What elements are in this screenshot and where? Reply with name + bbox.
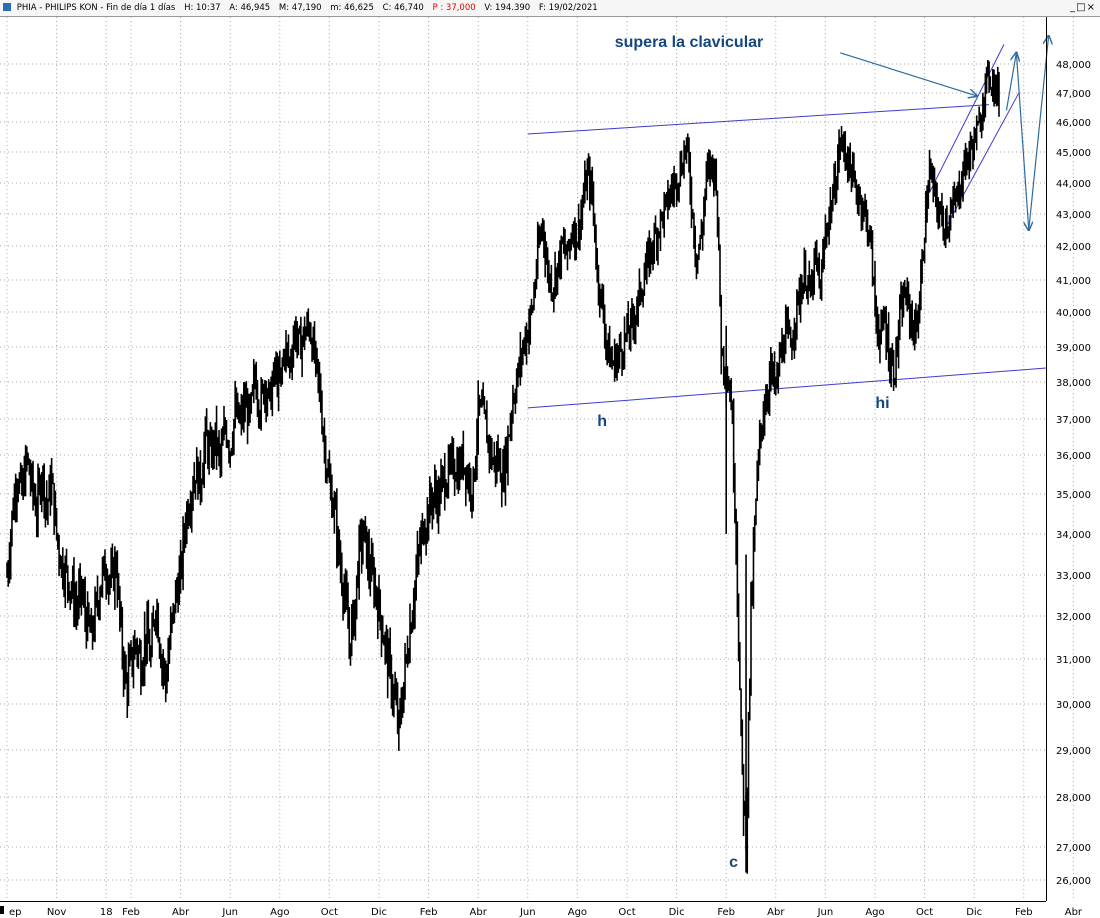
annotation-arrows: [840, 36, 1048, 230]
x-tick-label: Feb: [420, 907, 438, 918]
y-tick-label: 26,000: [1056, 876, 1091, 887]
chart-annotation: supera la clavicular: [615, 34, 764, 51]
max-value: M: 47,190: [278, 3, 322, 13]
y-tick-label: 44,000: [1056, 179, 1091, 190]
y-tick-label: 34,000: [1056, 530, 1091, 541]
chart-title-bar: PHIA - PHILIPS KON - Fin de día 1 días H…: [0, 0, 1100, 17]
y-tick-label: 48,000: [1056, 60, 1091, 71]
y-tick-label: 43,000: [1056, 210, 1091, 221]
p-value: P : 37,000: [432, 3, 476, 13]
y-tick-label: 45,000: [1056, 148, 1091, 159]
annotation-arrow: [1005, 53, 1016, 111]
y-tick-label: 32,000: [1056, 612, 1091, 623]
y-tick-label: 40,000: [1056, 308, 1091, 319]
y-tick-label: 28,000: [1056, 793, 1091, 804]
y-tick-label: 42,000: [1056, 242, 1091, 253]
price-chart[interactable]: supera la clavicular h c hi 26,000 27,000 28,…: [0, 17, 1100, 918]
chart-annotation: c: [729, 854, 738, 871]
x-tick-label: Dic: [371, 907, 387, 918]
close-value: C: 46,740: [382, 3, 424, 13]
y-tick-label: 46,000: [1056, 118, 1091, 129]
min-value: m: 46,625: [330, 3, 374, 13]
instrument-name: PHIA - PHILIPS KON - Fin de día 1 días: [16, 3, 176, 13]
y-tick-label: 29,000: [1056, 746, 1091, 757]
x-tick-label: Abr: [1065, 907, 1083, 918]
y-tick-label: 41,000: [1056, 276, 1091, 287]
x-tick-label: Jun: [519, 907, 536, 918]
y-tick-label: 35,000: [1056, 490, 1091, 501]
scroll-marker-icon[interactable]: [0, 906, 4, 914]
x-tick-label: Feb: [122, 907, 140, 918]
y-tick-label: 38,000: [1056, 378, 1091, 389]
trend-line: [527, 104, 990, 135]
trendlines: [527, 44, 1047, 409]
time-value: H: 10:37: [184, 3, 221, 13]
x-tick-label: Feb: [1015, 907, 1033, 918]
x-tick-label: ep: [9, 907, 22, 918]
x-tick-label: Abr: [172, 907, 190, 918]
window-controls-button[interactable]: _□×: [1070, 2, 1096, 13]
symbol-color-icon: [3, 3, 11, 11]
x-tick-label: Nov: [47, 907, 67, 918]
chart-annotation: h: [597, 413, 607, 430]
y-tick-label: 30,000: [1056, 700, 1091, 711]
annotation-arrow: [840, 52, 976, 96]
annotation-arrow: [1028, 36, 1049, 231]
y-tick-label: 31,000: [1056, 655, 1091, 666]
x-tick-label: Abr: [470, 907, 488, 918]
x-tick-label: Feb: [717, 907, 735, 918]
x-tick-label: Dic: [966, 907, 982, 918]
x-tick-label: Oct: [618, 907, 635, 918]
y-tick-label: 36,000: [1056, 451, 1091, 462]
y-axis: 26,000 27,000 28,000 29,000 30,000 31,000 32,0…: [1046, 17, 1091, 901]
y-tick-label: 47,000: [1056, 89, 1091, 100]
y-tick-label: 37,000: [1056, 415, 1091, 426]
chart-grid: [0, 17, 1074, 901]
x-axis: ep Nov 18 Feb Abr Jun Ago Oct Dic Feb Abr Jun Ago Oct…: [0, 901, 1083, 918]
x-tick-label: Jun: [221, 907, 238, 918]
trend-line: [944, 92, 1020, 231]
chart-annotation: hi: [875, 395, 889, 412]
x-tick-label: Oct: [321, 907, 338, 918]
x-tick-label: 18: [100, 907, 113, 918]
price-series: [6, 59, 1000, 874]
open-value: A: 46,945: [229, 3, 271, 13]
x-tick-label: Jun: [817, 907, 834, 918]
date-value: F: 19/02/2021: [538, 3, 598, 13]
x-tick-label: Oct: [916, 907, 933, 918]
annotation-arrow: [1015, 52, 1028, 230]
y-tick-label: 39,000: [1056, 343, 1091, 354]
y-tick-label: 27,000: [1056, 843, 1091, 854]
x-tick-label: Ago: [270, 907, 289, 918]
x-tick-label: Abr: [767, 907, 785, 918]
y-tick-label: 33,000: [1056, 571, 1091, 582]
volume-value: V: 194.390: [484, 3, 531, 13]
x-tick-label: Ago: [568, 907, 587, 918]
annotations: supera la clavicular h c hi: [597, 34, 889, 871]
x-tick-label: Dic: [669, 907, 685, 918]
x-tick-label: Ago: [865, 907, 884, 918]
trend-line: [929, 44, 1005, 193]
trend-line: [527, 367, 1047, 409]
